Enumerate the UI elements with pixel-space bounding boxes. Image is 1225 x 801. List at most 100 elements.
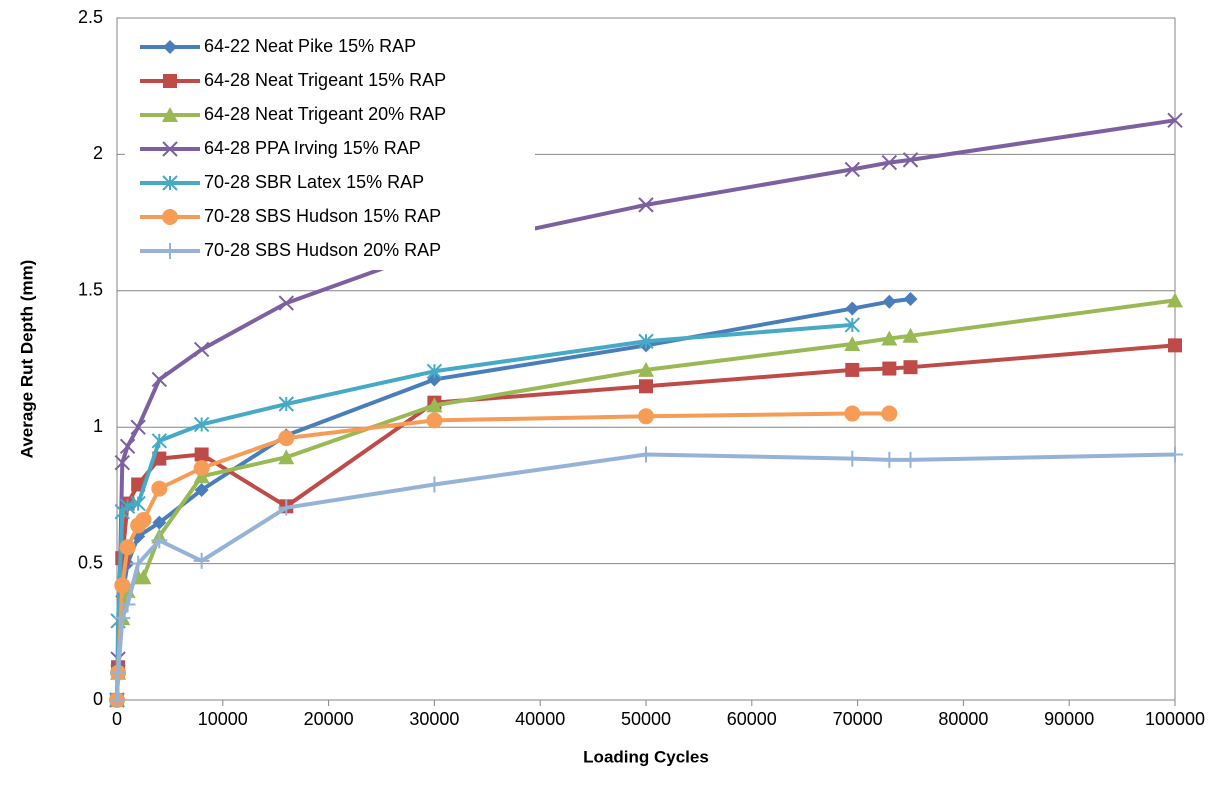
marker — [638, 408, 654, 425]
y-tick-label: 1.5 — [78, 280, 103, 300]
series-line — [115, 322, 853, 701]
legend-label: 64-22 Neat Pike 15% RAP — [204, 36, 416, 56]
marker — [638, 361, 654, 377]
legend-marker — [163, 40, 177, 54]
series — [109, 317, 861, 708]
marker — [844, 161, 861, 178]
marker — [1167, 112, 1183, 129]
legend-marker — [162, 107, 178, 122]
series — [109, 292, 1183, 707]
marker — [194, 447, 209, 462]
series — [109, 446, 1183, 708]
marker — [135, 511, 152, 528]
marker — [114, 610, 131, 627]
marker — [119, 498, 136, 515]
marker — [151, 371, 168, 388]
marker — [845, 362, 860, 377]
marker — [426, 476, 443, 493]
legend-marker — [162, 175, 178, 191]
x-tick-label: 60000 — [727, 709, 777, 729]
marker — [881, 154, 898, 171]
legend-marker — [163, 74, 177, 88]
marker — [278, 430, 295, 447]
marker — [638, 333, 654, 349]
legend-marker — [162, 243, 178, 259]
marker — [278, 499, 295, 516]
y-tick-label: 2 — [93, 143, 103, 163]
marker — [844, 405, 861, 422]
x-tick-label: 100000 — [1145, 709, 1205, 729]
y-tick-label: 0 — [93, 689, 103, 709]
marker — [278, 295, 294, 311]
plot-border — [116, 17, 1176, 701]
marker — [639, 379, 653, 394]
marker — [151, 480, 168, 497]
series — [110, 338, 1182, 707]
legend-label: 70-28 SBS Hudson 20% RAP — [204, 240, 441, 260]
series — [110, 291, 918, 707]
marker — [426, 412, 443, 429]
marker — [119, 539, 136, 556]
y-tick-label: 2.5 — [78, 7, 103, 27]
y-tick-label: 1 — [93, 416, 103, 436]
marker — [130, 419, 146, 435]
marker — [882, 361, 897, 376]
marker — [152, 515, 167, 530]
marker — [881, 405, 898, 422]
marker — [151, 433, 168, 449]
marker — [1168, 338, 1182, 353]
marker — [110, 664, 127, 681]
marker — [119, 596, 136, 613]
series — [109, 405, 898, 708]
series-line — [115, 118, 1176, 701]
marker — [844, 317, 861, 333]
x-tick-label: 20000 — [304, 709, 354, 729]
marker — [902, 327, 919, 343]
marker — [1167, 446, 1183, 463]
marker — [845, 301, 860, 316]
marker — [130, 555, 147, 572]
marker — [193, 552, 210, 569]
marker — [903, 360, 918, 375]
marker — [109, 692, 125, 708]
marker — [638, 446, 654, 463]
marker — [844, 450, 861, 467]
marker — [193, 416, 210, 433]
x-tick-label: 40000 — [515, 709, 565, 729]
x-tick-label: 10000 — [198, 709, 248, 729]
legend-marker — [162, 141, 178, 157]
marker — [151, 532, 168, 549]
x-tick-label: 50000 — [621, 709, 671, 729]
marker — [881, 451, 898, 468]
legend-marker — [162, 209, 178, 225]
x-tick-label: 70000 — [833, 709, 883, 729]
marker — [119, 438, 136, 455]
marker — [882, 294, 897, 309]
marker — [426, 397, 443, 413]
marker — [278, 396, 294, 412]
legend-label: 64-28 PPA Irving 15% RAP — [204, 138, 421, 158]
x-tick-label: 80000 — [938, 709, 988, 729]
marker — [193, 460, 210, 477]
marker — [130, 495, 146, 512]
x-tick-label: 30000 — [409, 709, 459, 729]
marker — [903, 291, 918, 306]
marker — [426, 363, 443, 379]
x-tick-label: 0 — [112, 709, 122, 729]
marker — [278, 449, 295, 465]
marker — [193, 341, 210, 358]
marker — [1167, 292, 1183, 308]
legend-label: 64-28 Neat Trigeant 20% RAP — [204, 104, 446, 124]
marker — [881, 330, 898, 346]
series-line — [115, 452, 1176, 701]
marker — [638, 197, 654, 213]
marker — [114, 454, 130, 471]
series-line — [115, 343, 1176, 701]
legend-label: 70-28 SBR Latex 15% RAP — [204, 172, 424, 192]
marker — [844, 335, 861, 351]
x-axis-title: Loading Cycles — [583, 747, 709, 766]
marker — [902, 152, 919, 168]
marker — [194, 482, 209, 497]
marker — [114, 577, 131, 594]
